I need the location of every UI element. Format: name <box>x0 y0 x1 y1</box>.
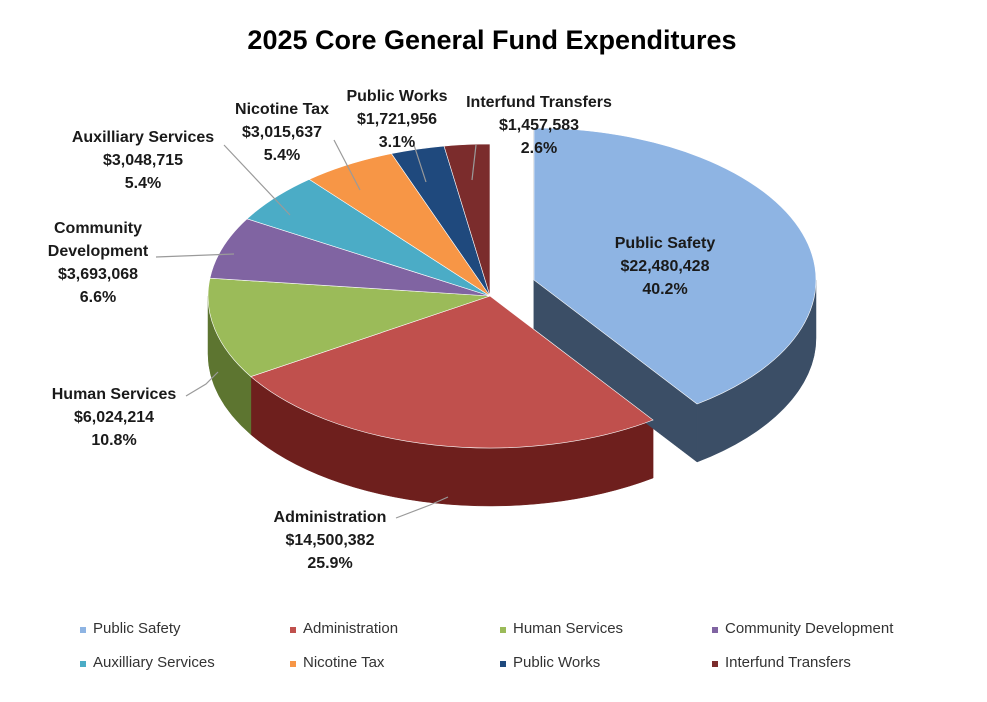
data-label-interfund-transfers: 2.6% <box>521 140 557 157</box>
legend-label-nicotine-tax: Nicotine Tax <box>303 654 385 671</box>
data-label-nicotine-tax: Nicotine Tax <box>235 101 329 118</box>
data-label-public-safety: Public Safety <box>615 235 716 252</box>
data-label-public-works: 3.1% <box>379 134 415 151</box>
data-label-administration: $14,500,382 <box>286 532 375 549</box>
legend-label-human-services: Human Services <box>513 620 623 637</box>
legend: Public Safety Administration Human Service… <box>80 620 894 671</box>
slice-human-services <box>207 277 491 377</box>
leader-line-public-works <box>413 144 427 183</box>
data-label-community-development: Development <box>48 243 149 260</box>
data-label-auxilliary-services: $3,048,715 <box>103 152 183 169</box>
legend-swatch-public-safety <box>80 627 86 633</box>
legend-swatch-public-works <box>500 661 506 667</box>
chart-title: 2025 Core General Fund Expenditures <box>247 25 736 55</box>
data-label-human-services: $6,024,214 <box>74 409 154 426</box>
legend-swatch-administration <box>290 627 296 633</box>
data-label-auxilliary-services: 5.4% <box>125 175 161 192</box>
legend-label-community-development: Community Development <box>725 620 894 637</box>
leader-line-human-services <box>185 371 219 397</box>
data-label-community-development: Community <box>54 220 142 237</box>
leader-line-administration <box>395 496 449 519</box>
data-label-nicotine-tax: 5.4% <box>264 147 300 164</box>
legend-label-auxilliary-services: Auxilliary Services <box>93 654 215 671</box>
legend-swatch-auxilliary-services <box>80 661 86 667</box>
data-label-interfund-transfers: $1,457,583 <box>499 117 579 134</box>
leader-line-community-development <box>155 253 235 258</box>
data-label-public-works: $1,721,956 <box>357 111 437 128</box>
legend-swatch-human-services <box>500 627 506 633</box>
data-label-public-safety: $22,480,428 <box>621 258 710 275</box>
data-label-community-development: $3,693,068 <box>58 266 138 283</box>
legend-label-public-safety: Public Safety <box>93 620 181 637</box>
slice-administration <box>250 295 654 449</box>
data-label-administration: Administration <box>274 509 387 526</box>
data-label-administration: 25.9% <box>307 555 352 572</box>
leader-line-interfund-transfers <box>471 144 477 181</box>
leader-line-auxilliary-services <box>223 144 291 216</box>
leader-line-nicotine-tax <box>333 139 361 191</box>
data-label-human-services: Human Services <box>52 386 177 403</box>
legend-swatch-interfund-transfers <box>712 661 718 667</box>
data-label-community-development: 6.6% <box>80 289 116 306</box>
slice-interfund-transfers <box>443 143 491 297</box>
legend-swatch-community-development <box>712 627 718 633</box>
legend-label-interfund-transfers: Interfund Transfers <box>725 654 851 671</box>
data-label-public-safety: 40.2% <box>642 281 687 298</box>
data-label-nicotine-tax: $3,015,637 <box>242 124 322 141</box>
slice-community-development <box>209 218 491 297</box>
data-label-interfund-transfers: Interfund Transfers <box>466 94 612 111</box>
legend-label-public-works: Public Works <box>513 654 600 671</box>
legend-swatch-nicotine-tax <box>290 661 296 667</box>
slice-public-safety <box>533 127 817 405</box>
data-label-human-services: 10.8% <box>91 432 136 449</box>
legend-label-administration: Administration <box>303 620 398 637</box>
data-label-public-works: Public Works <box>346 88 447 105</box>
data-label-auxilliary-services: Auxilliary Services <box>72 129 214 146</box>
